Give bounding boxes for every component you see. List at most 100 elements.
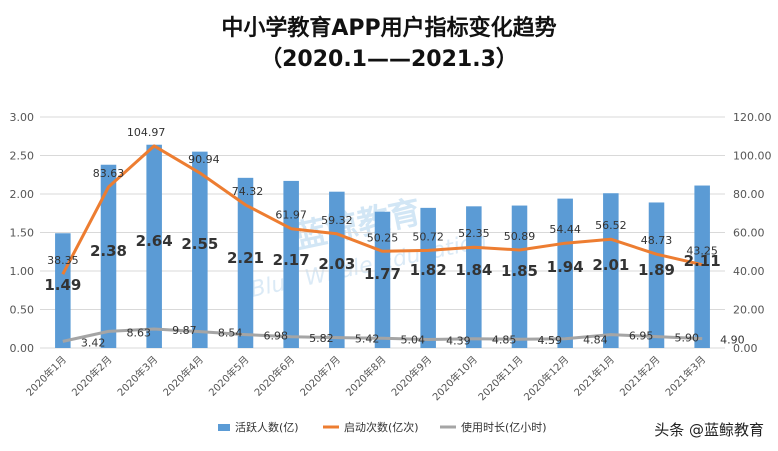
bar-data-label: 2.01 <box>592 256 629 274</box>
bar-data-label: 1.77 <box>364 265 401 283</box>
legend-label: 启动次数(亿次) <box>344 420 419 434</box>
bar-data-label: 1.82 <box>410 261 447 279</box>
usage-time-label: 8.54 <box>218 327 243 340</box>
bar-data-label: 1.85 <box>501 262 538 280</box>
footer-text: 头条 @蓝鲸教育 <box>654 421 764 439</box>
y-right-tick-label: 60.00 <box>733 227 765 240</box>
usage-time-label: 6.95 <box>629 330 654 343</box>
launch-count-label: 54.44 <box>549 223 581 236</box>
x-tick-label: 2021年1月 <box>571 353 617 399</box>
usage-time-label: 5.90 <box>675 332 700 345</box>
launch-count-label: 59.32 <box>321 214 353 227</box>
x-axis: 2020年1月 2020年2月 2020年3月 2020年4月 2020年5月 2020年… <box>23 353 708 403</box>
launch-count-label: 50.72 <box>412 230 444 243</box>
x-tick-label: 2020年3月 <box>114 353 160 399</box>
y-left-tick-label: 1.00 <box>10 265 35 278</box>
launch-count-label: 74.32 <box>232 185 264 198</box>
launch-count-label: 50.25 <box>367 231 399 244</box>
usage-time-label: 5.42 <box>355 333 380 346</box>
x-tick-label: 2021年3月 <box>662 353 708 399</box>
bar <box>146 144 162 348</box>
y-left-tick-label: 1.50 <box>10 227 35 240</box>
y-right-tick-label: 100.00 <box>733 150 772 163</box>
x-tick-label: 2020年10月 <box>430 353 480 403</box>
launch-count-label: 61.97 <box>275 209 307 222</box>
usage-time-label: 5.04 <box>401 333 426 346</box>
usage-time-label: 4.39 <box>446 335 471 348</box>
bar <box>420 207 436 348</box>
bar <box>648 202 665 348</box>
usage-time-label: 8.63 <box>127 326 152 339</box>
chart-title: 中小学教育APP用户指标变化趋势 <box>221 15 556 41</box>
y-right-tick-label: 0.00 <box>733 342 758 355</box>
usage-time-line <box>62 327 703 343</box>
launch-count-label: 43.25 <box>686 245 718 258</box>
launch-count-label: 38.35 <box>47 254 79 267</box>
x-tick-label: 2020年7月 <box>297 353 343 399</box>
bar <box>283 180 299 348</box>
usage-time-label: 4.85 <box>492 334 517 347</box>
bar-data-label: 1.94 <box>547 258 584 276</box>
legend-label: 活跃人数(亿) <box>235 420 299 434</box>
y-right-tick-label: 40.00 <box>733 265 765 278</box>
bar <box>466 206 482 348</box>
bar <box>55 233 71 348</box>
launch-count-label: 48.73 <box>641 234 673 247</box>
y-axis-left: 0.00 0.50 1.00 1.50 2.00 2.50 3.00 <box>10 111 35 355</box>
bar <box>557 198 573 348</box>
usage-time-label: 5.82 <box>309 332 334 345</box>
launch-count-label: 104.97 <box>127 126 166 139</box>
y-right-tick-label: 80.00 <box>733 188 765 201</box>
bar-data-label: 2.38 <box>90 242 127 260</box>
launch-count-line <box>61 144 703 275</box>
bar <box>192 151 208 348</box>
bar <box>374 211 391 348</box>
x-tick-label: 2020年6月 <box>251 353 297 399</box>
launch-count-label: 52.35 <box>458 227 490 240</box>
x-tick-label: 2020年12月 <box>521 353 571 403</box>
legend-label: 使用时长(亿小时) <box>461 421 547 434</box>
bar-data-label: 1.89 <box>638 261 675 279</box>
launch-count-label: 50.89 <box>504 230 536 243</box>
bar <box>511 205 528 348</box>
x-tick-label: 2020年4月 <box>160 353 206 399</box>
usage-time-label: 6.98 <box>264 330 289 343</box>
bar-data-label: 2.17 <box>273 251 310 269</box>
bar-data-label: 2.21 <box>227 249 264 267</box>
y-right-tick-label: 120.00 <box>733 111 772 124</box>
launch-count-label: 90.94 <box>188 153 220 166</box>
bar-data-label: 2.55 <box>181 235 218 253</box>
x-tick-label: 2020年2月 <box>69 353 115 399</box>
legend: 活跃人数(亿) 启动次数(亿次) 使用时长(亿小时) <box>218 420 547 434</box>
x-tick-label: 2021年2月 <box>617 353 663 399</box>
y-right-tick-label: 20.00 <box>733 304 765 317</box>
bar-data-label: 2.03 <box>318 255 355 273</box>
y-left-tick-label: 2.00 <box>10 188 35 201</box>
bar-data-label: 2.11 <box>684 252 721 270</box>
y-left-tick-label: 3.00 <box>10 111 35 124</box>
usage-time-label: 3.42 <box>81 336 106 349</box>
bar <box>694 185 710 348</box>
usage-time-label: 4.90 <box>720 334 745 347</box>
bar <box>237 177 254 348</box>
data-labels: 1.49 2.38 2.64 2.55 2.21 2.17 2.03 1.77 1.82 1.84… <box>44 126 744 349</box>
y-left-tick-label: 0.50 <box>10 304 35 317</box>
launch-count-label: 56.52 <box>595 219 627 232</box>
bar <box>100 164 117 348</box>
bar <box>329 191 345 348</box>
usage-time-label: 4.84 <box>583 334 608 347</box>
x-tick-label: 2020年11月 <box>475 353 525 403</box>
bar-series <box>55 144 710 348</box>
usage-time-label: 9.87 <box>172 324 197 337</box>
usage-time-label: 4.59 <box>538 334 563 347</box>
y-axis-right: 0.00 20.00 40.00 60.00 80.00 100.00 120.00 <box>733 111 772 355</box>
bar <box>603 193 619 348</box>
x-tick-label: 2020年8月 <box>343 353 389 399</box>
bar-data-label: 1.84 <box>455 261 492 279</box>
x-tick-label: 2020年9月 <box>388 353 434 399</box>
bar-data-label: 1.49 <box>44 276 81 294</box>
launch-count-label: 83.63 <box>93 167 125 180</box>
x-tick-label: 2020年1月 <box>23 353 69 399</box>
x-tick-label: 2020年5月 <box>206 353 252 399</box>
line-series <box>61 144 703 343</box>
